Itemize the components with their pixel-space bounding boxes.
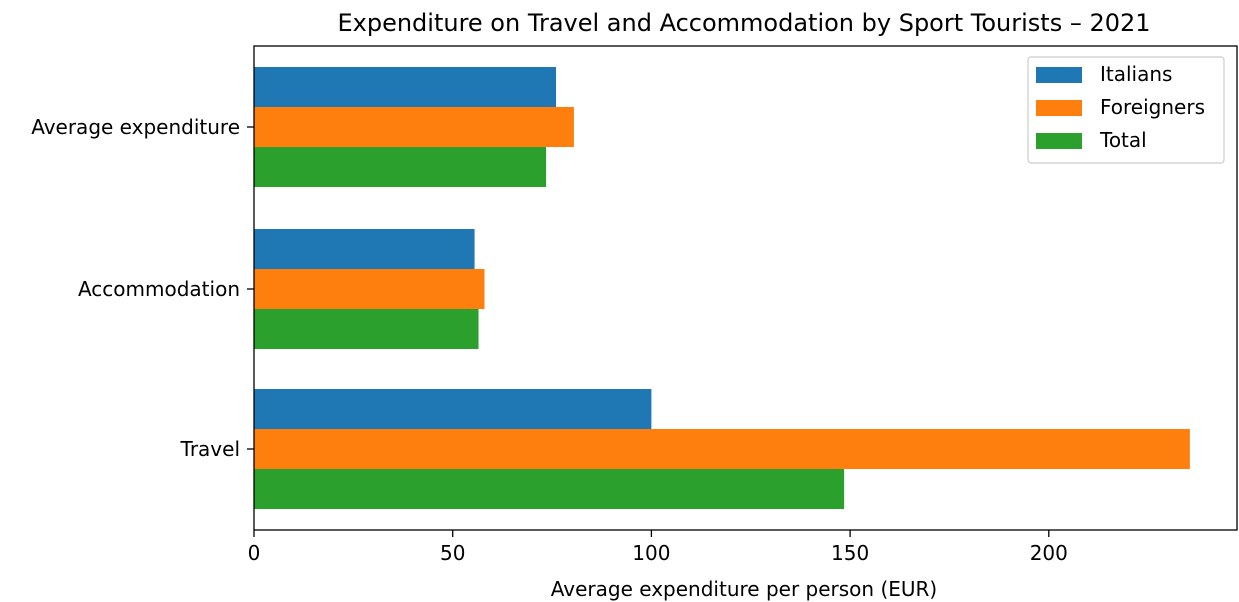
legend-swatch-foreigners (1036, 100, 1082, 116)
bar-total-average-expenditure (254, 147, 547, 187)
legend-label-foreigners: Foreigners (1100, 95, 1205, 119)
y-tick-label: Accommodation (78, 277, 240, 301)
x-axis-label: Average expenditure per person (EUR) (551, 577, 937, 601)
x-tick-label: 0 (248, 541, 261, 565)
bar-italians-travel (254, 389, 652, 429)
bar-foreigners-average-expenditure (254, 107, 574, 147)
x-tick-label: 150 (831, 541, 869, 565)
x-tick-label: 100 (632, 541, 670, 565)
x-axis: 0 50 100 150 200 (248, 530, 1068, 565)
x-tick-label: 200 (1030, 541, 1068, 565)
bar-italians-average-expenditure (254, 67, 557, 107)
legend-swatch-italians (1036, 67, 1082, 83)
y-tick-label: Travel (180, 437, 240, 461)
chart-title: Expenditure on Travel and Accommodation … (337, 9, 1150, 37)
plot-frame (253, 45, 1238, 531)
y-axis: Travel Accommodation Average expenditure (31, 115, 254, 461)
bar-foreigners-accommodation (254, 269, 485, 309)
bar-total-travel (254, 469, 845, 509)
legend-label-total: Total (1099, 128, 1147, 152)
bars (254, 67, 1190, 509)
bar-foreigners-travel (254, 429, 1190, 469)
bar-total-accommodation (254, 309, 479, 349)
x-tick-label: 50 (440, 541, 465, 565)
bar-italians-accommodation (254, 229, 475, 269)
legend: Italians Foreigners Total (1027, 56, 1225, 164)
y-tick-label: Average expenditure (31, 115, 240, 139)
legend-label-italians: Italians (1100, 62, 1172, 86)
legend-swatch-total (1036, 133, 1082, 149)
